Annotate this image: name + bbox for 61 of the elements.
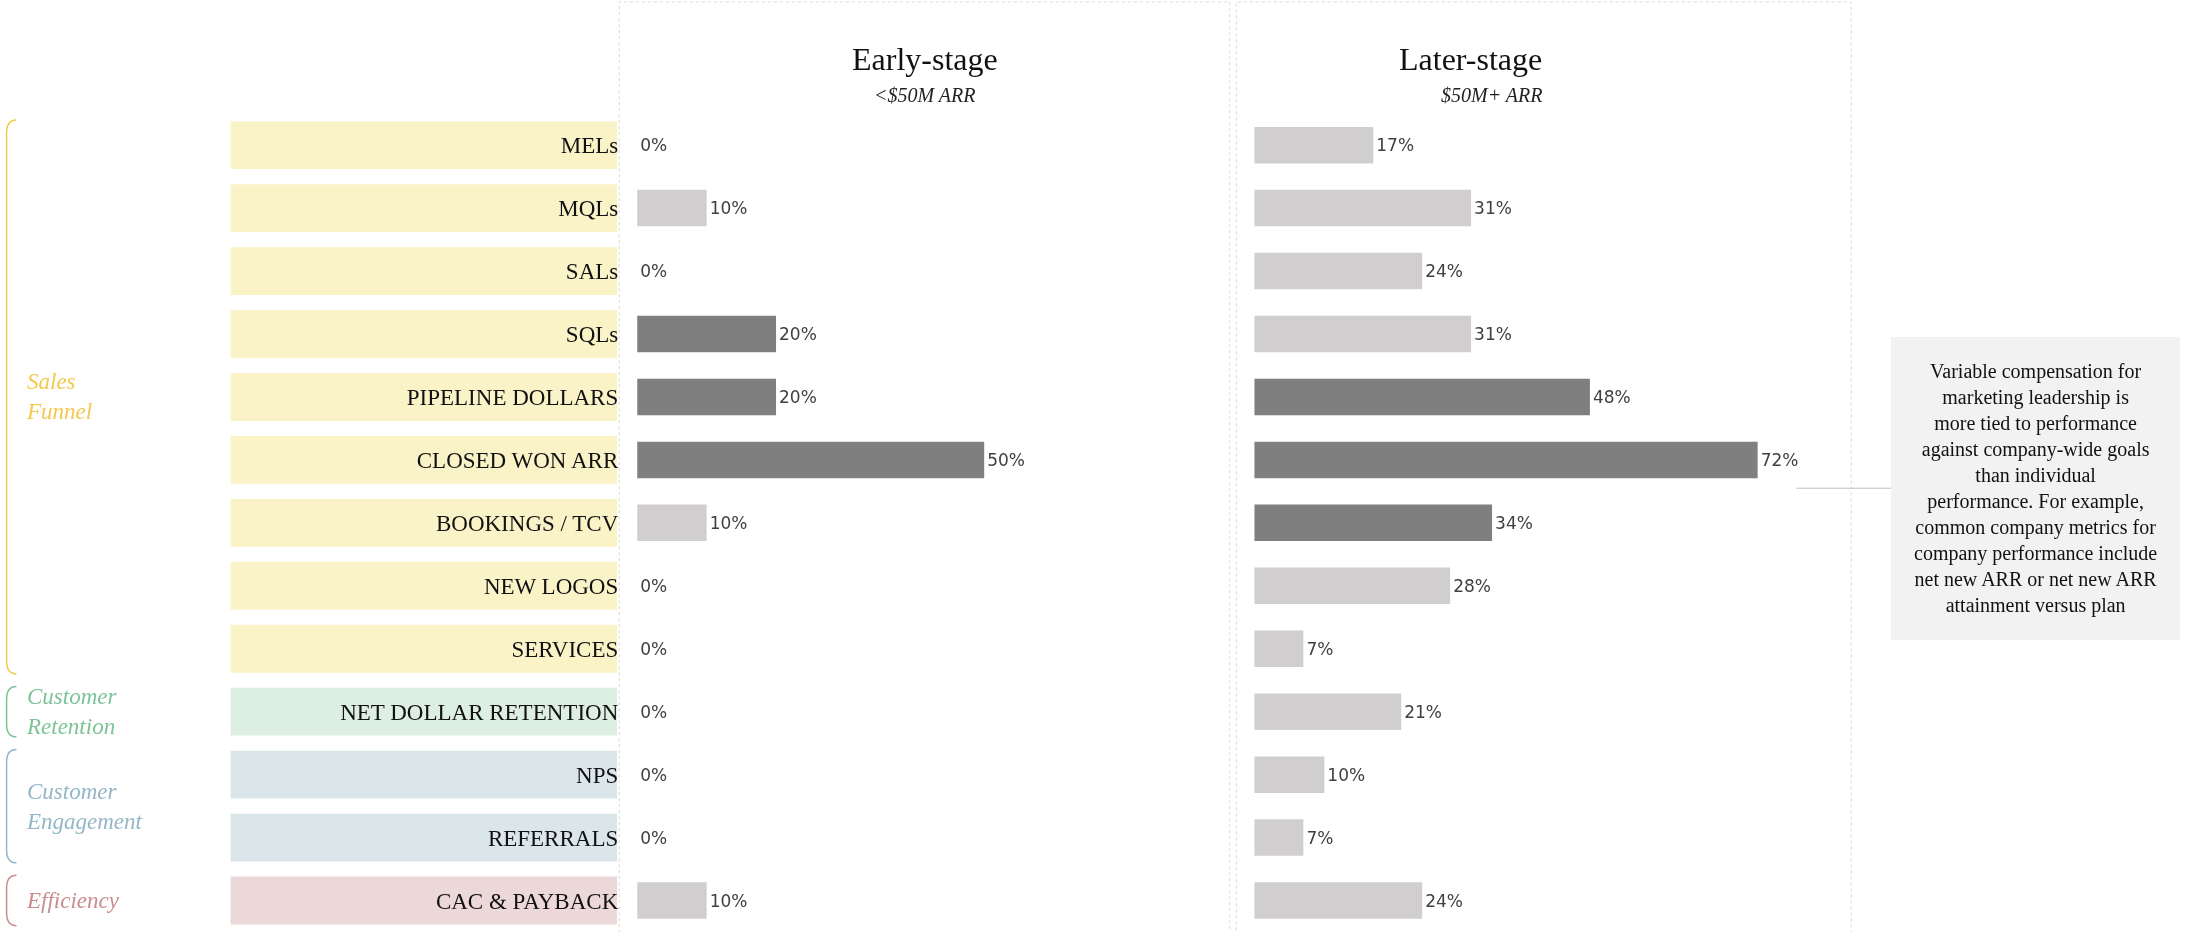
y-tick-label: MELs (560, 133, 619, 159)
y-tick-label: REFERRALS (487, 825, 619, 851)
text: Customer Engagement (26, 779, 143, 834)
y-tick-label: CLOSED WON ARR (416, 447, 619, 473)
bar (1254, 693, 1402, 730)
data-label: 7% (1306, 827, 1334, 848)
bar (1254, 315, 1472, 353)
data-label: 28% (1453, 575, 1491, 596)
y-tick-label: NEW LOGOS (483, 573, 619, 599)
bar (1254, 630, 1304, 667)
data-label: 50% (987, 449, 1025, 470)
y-tick-label: NPS (576, 762, 619, 788)
bar (1254, 504, 1493, 542)
bar (1254, 819, 1304, 856)
data-label: 0% (640, 135, 668, 156)
data-label: 24% (1425, 890, 1463, 911)
data-label: 10% (709, 198, 748, 219)
data-label: 20% (779, 324, 817, 345)
chart-subtitle: $50M+ ARR (1441, 84, 1543, 106)
bar (1254, 252, 1423, 290)
data-label: 0% (640, 638, 668, 659)
data-label: 72% (1760, 449, 1799, 470)
y-tick-label: CAC & PAYBACK (435, 888, 619, 914)
y-tick-label: MQLs (558, 196, 619, 222)
data-label: 0% (640, 701, 668, 722)
text: Efficiency (26, 888, 120, 913)
y-tick-label: PIPELINE DOLLARS (406, 385, 619, 411)
chart-subtitle: <$50M ARR (874, 84, 976, 106)
data-label: 34% (1495, 512, 1533, 533)
y-tick-label: SERVICES (511, 636, 619, 662)
data-label: 10% (709, 512, 748, 533)
bar (1254, 567, 1451, 605)
bar (1254, 189, 1472, 227)
data-label: 10% (709, 890, 748, 911)
data-label: 0% (640, 261, 668, 282)
bar (1254, 126, 1374, 164)
bar (1254, 882, 1423, 919)
y-tick-label: SQLs (565, 322, 619, 348)
data-label: 24% (1425, 261, 1463, 282)
chart-title: Later-stage (1399, 41, 1543, 77)
data-label: 31% (1474, 198, 1512, 219)
y-tick-label: SALs (565, 259, 619, 285)
data-label: 0% (640, 764, 668, 785)
chart-title: Early-stage (852, 41, 998, 77)
data-label: 0% (640, 575, 668, 596)
data-label: 7% (1306, 638, 1334, 659)
data-label: 31% (1474, 324, 1512, 345)
text: Sales Funnel (26, 369, 93, 424)
bar (1254, 756, 1325, 793)
text: Variable compensation for marketing leadership is more tied to performance against company-wide goals than individual performance. For example, common company metrics for company performance include net new ARR or net new ARR attainment versus plan (1914, 360, 2158, 616)
data-label: 20% (779, 386, 817, 407)
bar (1254, 378, 1590, 416)
bar (1254, 441, 1758, 479)
y-tick-label: NET DOLLAR RETENTION (340, 699, 619, 725)
data-label: 17% (1376, 135, 1415, 156)
data-label: 48% (1592, 386, 1631, 407)
data-label: 21% (1404, 701, 1443, 722)
text: Customer Retention (26, 684, 118, 739)
data-label: 0% (640, 827, 668, 848)
data-label: 10% (1327, 764, 1366, 785)
y-tick-label: BOOKINGS / TCV (435, 510, 619, 536)
